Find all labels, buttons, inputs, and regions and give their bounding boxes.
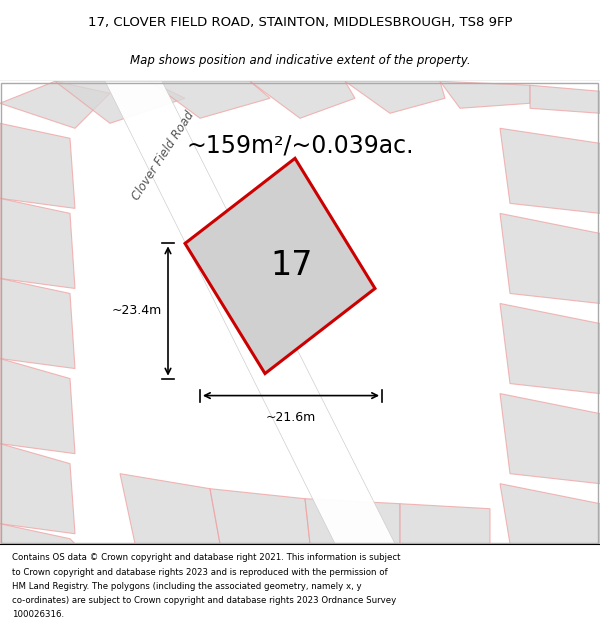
Text: 100026316.: 100026316. bbox=[12, 611, 64, 619]
Polygon shape bbox=[0, 444, 75, 534]
Polygon shape bbox=[150, 81, 270, 118]
Text: ~159m²/~0.039ac.: ~159m²/~0.039ac. bbox=[186, 133, 414, 158]
Polygon shape bbox=[440, 81, 530, 108]
Polygon shape bbox=[500, 304, 600, 394]
Polygon shape bbox=[500, 213, 600, 304]
Polygon shape bbox=[185, 158, 375, 374]
Polygon shape bbox=[305, 499, 400, 544]
Text: ~21.6m: ~21.6m bbox=[266, 411, 316, 424]
Text: Clover Field Road: Clover Field Road bbox=[130, 108, 197, 202]
Polygon shape bbox=[400, 504, 490, 544]
Polygon shape bbox=[0, 524, 75, 544]
Text: Map shows position and indicative extent of the property.: Map shows position and indicative extent… bbox=[130, 54, 470, 68]
Polygon shape bbox=[105, 81, 395, 544]
Polygon shape bbox=[120, 474, 220, 544]
Text: HM Land Registry. The polygons (including the associated geometry, namely x, y: HM Land Registry. The polygons (includin… bbox=[12, 582, 362, 591]
Text: 17: 17 bbox=[271, 249, 313, 282]
Text: Contains OS data © Crown copyright and database right 2021. This information is : Contains OS data © Crown copyright and d… bbox=[12, 554, 401, 562]
Polygon shape bbox=[0, 279, 75, 369]
Text: 17, CLOVER FIELD ROAD, STAINTON, MIDDLESBROUGH, TS8 9FP: 17, CLOVER FIELD ROAD, STAINTON, MIDDLES… bbox=[88, 16, 512, 29]
Polygon shape bbox=[250, 81, 355, 118]
Polygon shape bbox=[0, 198, 75, 289]
Polygon shape bbox=[500, 484, 600, 544]
Polygon shape bbox=[0, 359, 75, 454]
Polygon shape bbox=[55, 81, 185, 123]
Polygon shape bbox=[345, 81, 445, 113]
Text: to Crown copyright and database rights 2023 and is reproduced with the permissio: to Crown copyright and database rights 2… bbox=[12, 568, 388, 577]
Polygon shape bbox=[530, 85, 600, 113]
Text: co-ordinates) are subject to Crown copyright and database rights 2023 Ordnance S: co-ordinates) are subject to Crown copyr… bbox=[12, 596, 396, 605]
Polygon shape bbox=[210, 489, 310, 544]
Text: ~23.4m: ~23.4m bbox=[112, 304, 162, 318]
Polygon shape bbox=[500, 394, 600, 484]
Polygon shape bbox=[0, 81, 110, 128]
Polygon shape bbox=[0, 123, 75, 208]
Polygon shape bbox=[500, 128, 600, 213]
